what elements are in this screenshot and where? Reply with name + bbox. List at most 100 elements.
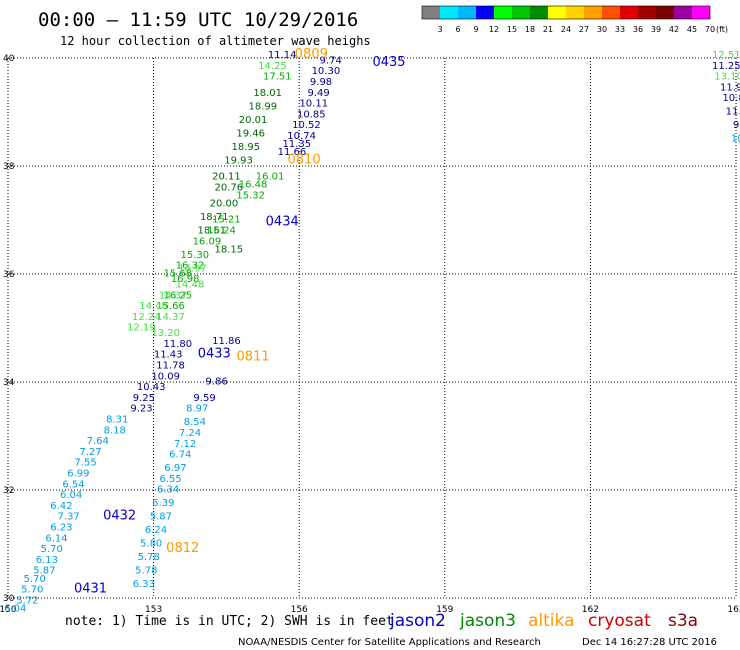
swh-point-jason2: 9.59	[193, 393, 215, 404]
swh-point-altika: 14.25	[258, 61, 287, 72]
swh-point-altika: 7.55	[75, 458, 97, 469]
pass-time-label: 0434	[266, 214, 299, 229]
wave-height-values: 11.14 9.7410.309.989.4910.1110.8510.5210.…	[4, 50, 740, 615]
colorbar-swatch	[494, 6, 512, 19]
swh-point-jason3: 20.11	[212, 172, 241, 183]
swh-point-s3a: 11.	[726, 107, 740, 118]
legend-jason3: jason3	[459, 611, 516, 631]
swh-point-altika: 8.54	[184, 417, 206, 428]
colorbar-label: 15	[507, 25, 517, 34]
swh-point-jason2: 9.49	[307, 88, 329, 99]
swh-point-jason2: 10.09	[151, 371, 180, 382]
colorbar-swatch	[638, 6, 656, 19]
colorbar-label: 18	[525, 25, 535, 34]
swh-point-jason2: 11.43	[154, 350, 183, 361]
swh-point-altika: 5.70	[24, 574, 46, 585]
colorbar-swatch	[458, 6, 476, 19]
swh-point-altika: 5.72	[16, 595, 38, 606]
swh-point-jason3: 18.71	[200, 212, 229, 223]
colorbar-swatch	[476, 6, 494, 19]
swh-point-altika: 13.20	[151, 328, 180, 339]
swh-point-altika: 6.54	[62, 479, 84, 490]
generation-timestamp: Dec 14 16:27:28 UTC 2016	[582, 637, 717, 648]
x-tick-label: 159	[436, 605, 453, 615]
swh-point-altika: 7.64	[87, 436, 109, 447]
swh-point-altika: 6.42	[50, 501, 72, 512]
swh-point-jason2: 10.30	[312, 66, 341, 77]
swh-point-altika: 5.87	[33, 566, 55, 577]
colorbar-swatch	[692, 6, 710, 19]
swh-point-altika: 5.80	[140, 539, 162, 550]
colorbar-label: 70	[705, 25, 715, 34]
swh-point-altika: 6.13	[36, 555, 58, 566]
swh-point-jason2: 10.74	[287, 131, 316, 142]
y-tick-label: 36	[3, 270, 15, 280]
swh-point-altika: 12.24	[132, 312, 161, 323]
pass-time-label: 0809	[295, 47, 328, 62]
colorbar-label: 36	[633, 25, 643, 34]
swh-point-s3a: 13.10	[714, 72, 740, 83]
swh-point-altika: 7.12	[174, 439, 196, 450]
swh-point-altika: 12.19	[127, 323, 156, 334]
swh-point-altika: 6.34	[157, 485, 179, 496]
x-tick-label: 156	[291, 605, 308, 615]
swh-point-altika: 16.01	[256, 172, 285, 183]
swh-point-jason2: 10.52	[292, 120, 321, 131]
swh-point-altika: 6.99	[67, 469, 89, 480]
colorbar-label: 24	[561, 25, 571, 34]
colorbar-swatch	[620, 6, 638, 19]
swh-point-jason2: 10.11	[299, 99, 328, 110]
pass-time-label: 0431	[74, 582, 107, 597]
swh-point-jason3: 17.51	[263, 72, 292, 83]
swh-point-s3a: 1(	[731, 134, 740, 145]
swh-point-altika: 6.04	[4, 604, 26, 615]
pass-time-label: 0435	[372, 55, 405, 70]
colorbar-unit: (ft)	[716, 25, 728, 34]
swh-point-altika: 14.37	[159, 290, 188, 301]
swh-point-jason2: 9.74	[320, 55, 342, 66]
colorbar-label: 12	[489, 25, 499, 34]
swh-point-altika: 5.78	[138, 552, 160, 563]
swh-point-jason2: 11.80	[164, 339, 193, 350]
swh-point-jason2: 11.66	[278, 147, 307, 158]
colorbar-label: 6	[455, 25, 460, 34]
swh-point-altika: 6.55	[159, 474, 181, 485]
swh-point-altika: 14.37	[156, 312, 185, 323]
x-tick-label: 162	[582, 605, 599, 615]
swh-point-jason3: 16.98	[171, 274, 200, 285]
pass-time-label: 0811	[237, 349, 270, 364]
legend-cryosat: cryosat	[588, 611, 651, 631]
chart-title: 00:00 – 11:59 UTC 10/29/2016	[38, 9, 358, 31]
swh-point-altika: 6.23	[50, 523, 72, 534]
legend-s3a: s3a	[668, 611, 698, 631]
swh-point-altika: 6.14	[45, 533, 67, 544]
swh-point-jason3: 19.93	[224, 155, 253, 166]
swh-point-jason2: 9.98	[310, 77, 332, 88]
colorbar-label: 3	[437, 25, 442, 34]
x-tick-label: 153	[145, 605, 162, 615]
colorbar-swatch	[566, 6, 584, 19]
colorbar-swatch	[512, 6, 530, 19]
swh-point-altika: 8.31	[106, 415, 128, 426]
colorbar-swatch	[602, 6, 620, 19]
y-tick-label: 38	[3, 162, 15, 172]
swh-point-jason2: 10.85	[297, 109, 326, 120]
swh-point-altika: 14.48	[176, 280, 205, 291]
swh-point-altika: 16.48	[239, 180, 268, 191]
swh-point-jason2: 9.25	[133, 393, 155, 404]
swh-point-jason3: 18.95	[231, 142, 260, 153]
swh-point-altika: 6.39	[152, 498, 174, 509]
colorbar: 3 6 9 12 15 18 21 24 27 30 33 36 39 42 45 70 (ft)	[421, 5, 728, 34]
swh-point-s3a: 11.9	[720, 82, 740, 93]
swh-point-altika: 5.70	[21, 585, 43, 596]
swh-point-jason3: 15.68	[164, 269, 193, 280]
swh-point-altika: 14.48	[139, 301, 168, 312]
swh-point-jason2: 8.97	[186, 404, 208, 415]
colorbar-label: 21	[543, 25, 553, 34]
colorbar-label: 30	[597, 25, 607, 34]
swh-point-s3a: 9	[733, 120, 739, 131]
colorbar-swatch	[584, 6, 602, 19]
pass-time-label: 0433	[198, 347, 231, 362]
swh-point-altika: 7.27	[79, 447, 101, 458]
